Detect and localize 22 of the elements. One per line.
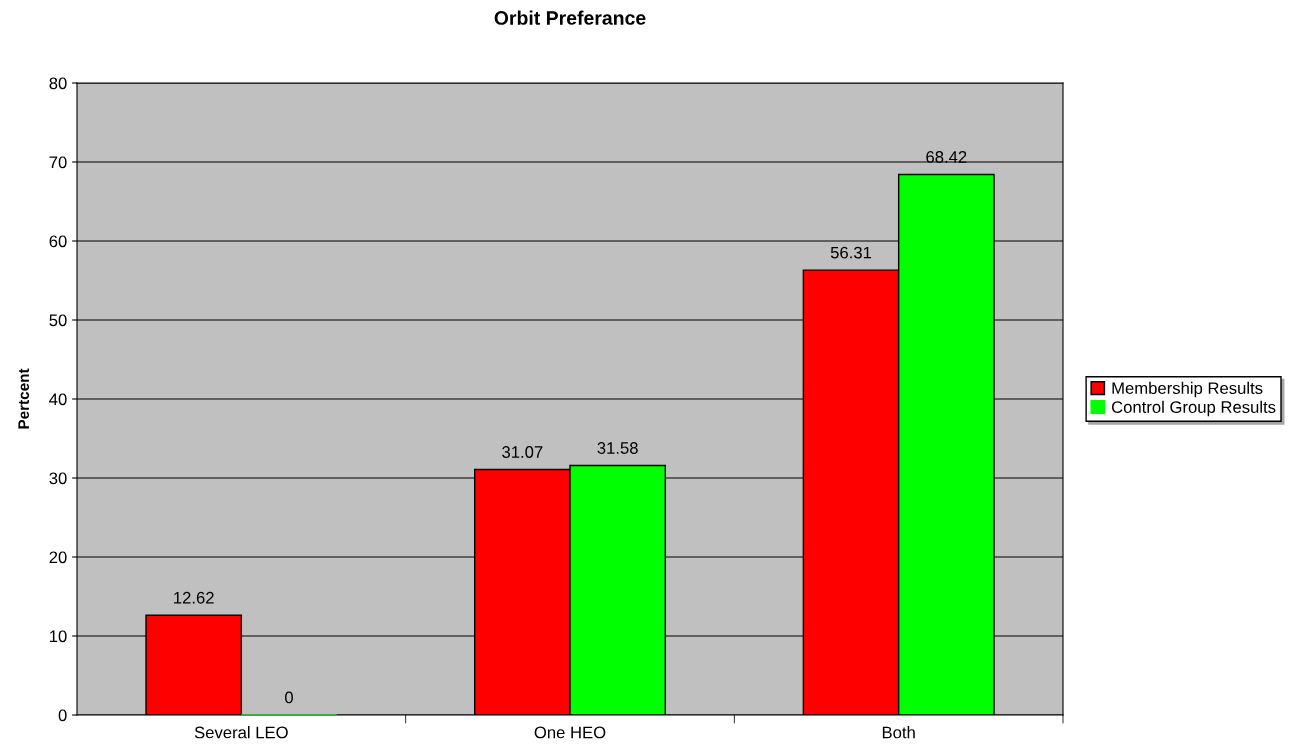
data-label: 0 [285, 691, 293, 704]
y-tick-label: 10 [50, 630, 67, 643]
y-tick-label: 0 [58, 709, 67, 722]
x-tick-label: One HEO [534, 726, 606, 739]
y-tick-label: 60 [49, 235, 67, 248]
x-tick-label: Several LEO [194, 726, 288, 739]
y-tick-label: 70 [49, 156, 67, 169]
y-tick-label: 20 [49, 551, 67, 564]
y-tick-label: 50 [49, 314, 67, 327]
legend-label: Control Group Results [1111, 400, 1276, 417]
data-label: 68.42 [926, 151, 967, 163]
data-label: 56.31 [830, 246, 872, 259]
x-tick-label: Both [882, 726, 915, 739]
y-axis-title: Pertcent [18, 368, 30, 429]
chart-title: Orbit Preferance [494, 10, 646, 25]
y-tick-label: 40 [49, 393, 67, 406]
data-label: 31.07 [502, 446, 543, 458]
y-tick-label: 80 [49, 77, 67, 90]
y-tick-label: 30 [49, 472, 67, 485]
data-label: 31.58 [597, 442, 638, 454]
data-label: 12.62 [174, 591, 214, 604]
legend-label: Membership Results [1112, 381, 1263, 398]
